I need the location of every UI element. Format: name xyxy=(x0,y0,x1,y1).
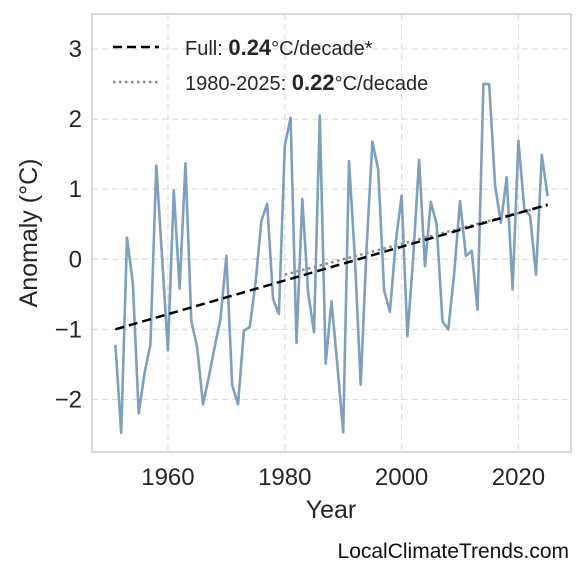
x-tick-labels: 1960 1980 2000 2020 xyxy=(141,464,545,491)
y-tick-labels: −2 −1 0 1 2 3 xyxy=(55,36,82,413)
watermark: LocalClimateTrends.com xyxy=(337,540,569,563)
grid-lines xyxy=(92,14,571,452)
legend-full-unit: °C/decade* xyxy=(271,38,373,60)
legend-recent-label: 1980-2025: xyxy=(185,73,292,95)
y-tick-label: 2 xyxy=(69,106,82,133)
legend-recent-text: 1980-2025: 0.22°C/decade xyxy=(185,70,428,95)
y-tick-label: 3 xyxy=(69,36,82,63)
y-tick-label: 1 xyxy=(69,176,82,203)
anomaly-series-path xyxy=(114,82,549,435)
anomaly-series-line xyxy=(114,82,549,435)
full-trend-path xyxy=(115,203,548,331)
x-tick-label: 1980 xyxy=(258,464,311,491)
y-tick-label: 0 xyxy=(69,246,82,273)
legend-full-rate: 0.24 xyxy=(228,35,272,60)
legend-full-text: Full: 0.24°C/decade* xyxy=(185,35,373,60)
full-trend-line xyxy=(115,203,548,331)
x-axis-title: Year xyxy=(306,496,357,524)
x-tick-label: 1960 xyxy=(141,464,194,491)
legend-recent-rate: 0.22 xyxy=(292,70,335,95)
legend-recent-unit: °C/decade xyxy=(335,73,429,95)
legend-full-label: Full: xyxy=(185,38,228,60)
y-axis-title: Anomaly (°C) xyxy=(15,159,43,308)
x-tick-label: 2020 xyxy=(492,464,545,491)
x-tick-label: 2000 xyxy=(375,464,428,491)
plot-frame xyxy=(91,13,572,453)
y-tick-label: −1 xyxy=(55,316,82,343)
y-tick-label: −2 xyxy=(55,386,82,413)
legend: Full: 0.24°C/decade* 1980-2025: 0.22°C/d… xyxy=(113,35,428,95)
